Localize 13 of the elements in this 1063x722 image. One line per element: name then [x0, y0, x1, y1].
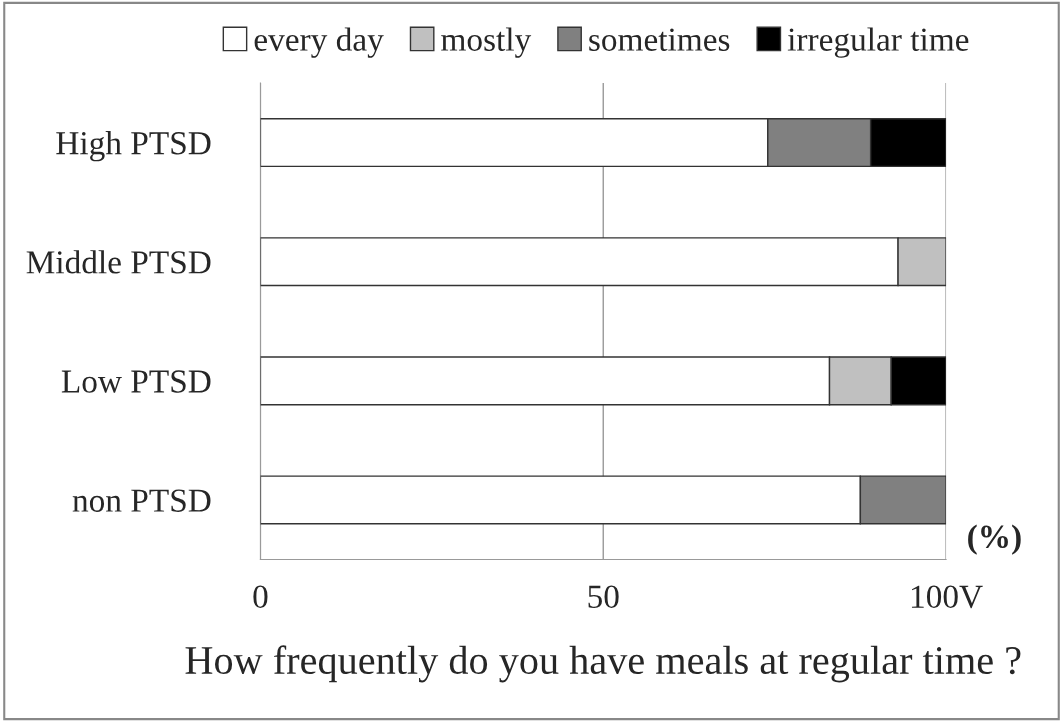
y-tick-label: High PTSD: [56, 131, 211, 162]
x-tick-label: 0: [253, 585, 268, 609]
x-tick-label: 50: [588, 585, 619, 609]
x-tick-label: 100V: [911, 585, 983, 609]
y-tick-label: Low PTSD: [61, 370, 211, 393]
y-tick-label: non PTSD: [72, 489, 211, 512]
text: (%): [968, 524, 1021, 555]
legend-label: irregular time: [787, 27, 969, 58]
y-tick-label: Middle PTSD: [26, 250, 211, 274]
legend-label: every day: [254, 27, 384, 58]
legend-label: sometimes: [589, 28, 730, 51]
legend-label: mostly: [441, 27, 532, 58]
x-axis-title: How frequently do you have meals at regular time ?: [185, 645, 1021, 683]
